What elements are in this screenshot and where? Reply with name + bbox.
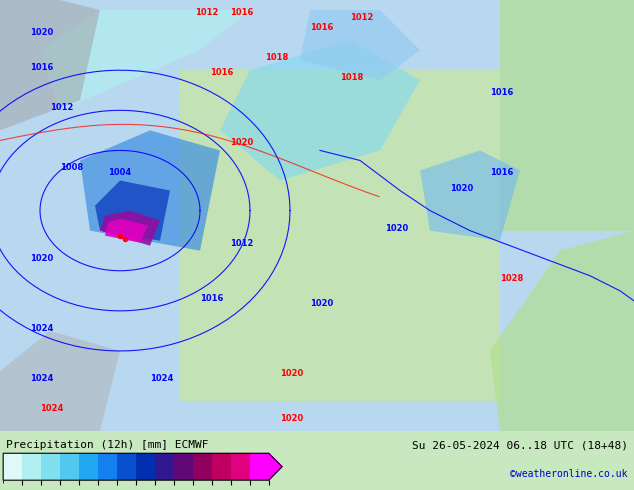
Text: 1020: 1020 <box>280 369 303 378</box>
Text: 1016: 1016 <box>230 8 254 17</box>
Text: 1024: 1024 <box>150 374 173 383</box>
Text: 1008: 1008 <box>60 164 83 172</box>
Polygon shape <box>420 150 520 241</box>
Text: 1018: 1018 <box>340 73 363 82</box>
Text: 1012: 1012 <box>195 8 218 17</box>
Polygon shape <box>95 180 170 241</box>
Text: 1012: 1012 <box>350 13 373 22</box>
Text: 1012: 1012 <box>230 239 254 247</box>
Text: 1016: 1016 <box>310 23 333 32</box>
Text: 1024: 1024 <box>40 404 63 413</box>
Text: 1018: 1018 <box>265 53 288 62</box>
FancyBboxPatch shape <box>180 70 500 401</box>
Text: 1016: 1016 <box>200 294 223 303</box>
Text: 1008: 1008 <box>340 0 363 2</box>
PathPatch shape <box>269 453 282 480</box>
Polygon shape <box>80 130 220 251</box>
Polygon shape <box>500 0 634 231</box>
Text: 1020: 1020 <box>385 223 408 233</box>
Text: 1012: 1012 <box>50 103 74 112</box>
Text: 1020: 1020 <box>450 184 473 193</box>
Text: 1016: 1016 <box>490 169 514 177</box>
Text: 1028: 1028 <box>500 274 523 283</box>
FancyBboxPatch shape <box>0 0 634 431</box>
Text: ©weatheronline.co.uk: ©weatheronline.co.uk <box>510 469 628 479</box>
Polygon shape <box>0 0 100 130</box>
Polygon shape <box>0 331 120 431</box>
Text: 1024: 1024 <box>30 324 53 333</box>
Polygon shape <box>300 10 420 80</box>
Polygon shape <box>40 10 250 110</box>
Text: 1020: 1020 <box>30 254 53 263</box>
Text: 1020: 1020 <box>310 299 333 308</box>
Text: 1004: 1004 <box>108 169 131 177</box>
Polygon shape <box>105 219 148 243</box>
Text: 1016: 1016 <box>210 68 233 77</box>
Text: 1020: 1020 <box>280 414 303 423</box>
Text: 1016: 1016 <box>490 88 514 98</box>
Text: 1016: 1016 <box>30 63 53 72</box>
Text: Su 26-05-2024 06..18 UTC (18+48): Su 26-05-2024 06..18 UTC (18+48) <box>411 440 628 450</box>
Polygon shape <box>490 231 634 431</box>
Text: 1020: 1020 <box>30 28 53 37</box>
Text: 1024: 1024 <box>30 374 53 383</box>
Text: 1020: 1020 <box>230 138 253 147</box>
Text: Precipitation (12h) [mm] ECMWF: Precipitation (12h) [mm] ECMWF <box>6 440 209 450</box>
Polygon shape <box>100 211 160 245</box>
Polygon shape <box>220 40 420 180</box>
